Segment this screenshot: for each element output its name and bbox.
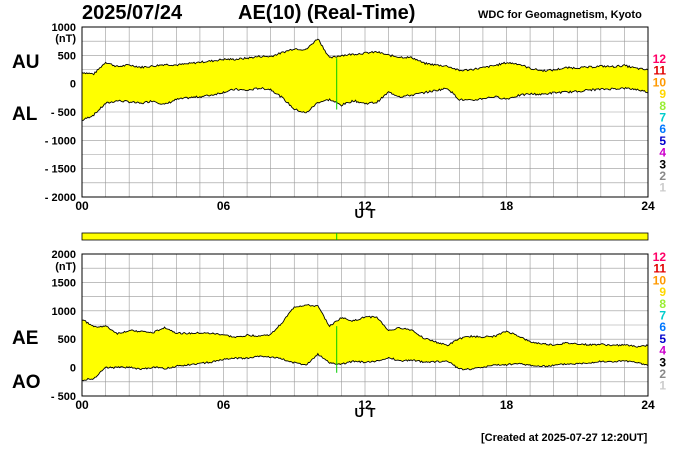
panel1-ytick-label: - 500 bbox=[51, 107, 76, 119]
panel1-ytick-label: - 1500 bbox=[45, 164, 76, 176]
chart-title: AE(10) (Real-Time) bbox=[238, 2, 416, 24]
panel2-ytick-label: 500 bbox=[58, 334, 76, 346]
ao-label: AO bbox=[12, 372, 41, 393]
created-timestamp: [Created at 2025-07-27 12:20UT] bbox=[481, 432, 648, 444]
panel2-scale-label: 3 bbox=[659, 355, 666, 369]
panel2-ytick-label: 0 bbox=[70, 363, 76, 375]
panel2-band-fill bbox=[82, 304, 648, 381]
panel1-band-fill bbox=[82, 39, 648, 121]
panel1-series-au bbox=[81, 38, 649, 76]
panel2-xtick-label: 24 bbox=[641, 398, 655, 412]
panel1-frame bbox=[81, 26, 649, 198]
panel1-xtick-label: 00 bbox=[75, 199, 89, 213]
panel1-ytick-label: 1000 bbox=[52, 22, 76, 34]
panel2-frame bbox=[81, 253, 649, 397]
panel1-scale-label: 10 bbox=[653, 75, 667, 89]
panel1-scale-label: 11 bbox=[653, 64, 666, 78]
panel2-scale-label: 6 bbox=[659, 320, 666, 334]
panel2-xtick-label: 12 bbox=[358, 398, 372, 412]
source-label: WDC for Geomagnetism, Kyoto bbox=[478, 9, 642, 21]
date-label: 2025/07/24 bbox=[82, 2, 183, 24]
status-strip bbox=[81, 232, 649, 241]
panel2-series-ao bbox=[81, 352, 649, 382]
panel2-ytick-label: - 500 bbox=[51, 391, 76, 403]
panel1-scale-label: 2 bbox=[659, 169, 666, 183]
panel1-scale-label: 3 bbox=[659, 157, 666, 171]
panel1-scale-label: 8 bbox=[659, 99, 666, 113]
panel2-ytick-label: 2000 bbox=[52, 249, 76, 261]
panel2-xtick-label: 00 bbox=[75, 398, 89, 412]
panel2-ytick-label: 1000 bbox=[52, 306, 76, 318]
panel1-scale-label: 1 bbox=[659, 181, 666, 195]
panel1-scale-label: 7 bbox=[659, 111, 666, 125]
panel1-xtick-label: 18 bbox=[500, 199, 514, 213]
au-label: AU bbox=[12, 52, 40, 73]
ae-label: AE bbox=[12, 328, 39, 349]
panel2-scale-label: 5 bbox=[659, 332, 666, 346]
panel1-scale-label: 6 bbox=[659, 122, 666, 136]
panel2-xtick-label: 18 bbox=[500, 398, 514, 412]
panel1-series-al bbox=[81, 86, 649, 121]
panel2-y-unit: (nT) bbox=[55, 261, 76, 273]
panel2-scale-label: 9 bbox=[659, 285, 666, 299]
panel2-scale-label: 12 bbox=[653, 250, 667, 264]
panel2-scale-label: 1 bbox=[659, 379, 666, 393]
panel2-scale-label: 4 bbox=[659, 344, 666, 358]
panel2-scale-label: 8 bbox=[659, 297, 666, 311]
panel2-scale-label: 10 bbox=[653, 273, 667, 287]
panel1-scale-label: 5 bbox=[659, 134, 666, 148]
panel2-xtick-label: 06 bbox=[217, 398, 231, 412]
panel2-scale-label: 2 bbox=[659, 367, 666, 381]
panel2-x-axis-label: U T bbox=[355, 405, 376, 420]
panel1-scale-label: 4 bbox=[659, 146, 666, 160]
panel1-xtick-label: 12 bbox=[358, 199, 372, 213]
panel2-series-ae bbox=[81, 303, 649, 348]
panel1-ytick-label: - 2000 bbox=[45, 192, 76, 204]
panel1-x-axis-label: U T bbox=[355, 206, 376, 221]
panel1-y-unit: (nT) bbox=[55, 33, 76, 45]
panel2-ytick-label: 1500 bbox=[52, 277, 76, 289]
panel1-ytick-label: 500 bbox=[58, 50, 76, 62]
panel1-scale-label: 12 bbox=[653, 52, 667, 66]
al-label: AL bbox=[12, 104, 38, 125]
panel2-scale-label: 7 bbox=[659, 309, 666, 323]
panel2-scale-label: 11 bbox=[653, 262, 666, 276]
panel1-xtick-label: 24 bbox=[641, 199, 655, 213]
panel1-ytick-label: - 1000 bbox=[45, 135, 76, 147]
panel1-scale-label: 9 bbox=[659, 87, 666, 101]
panel1-ytick-label: 0 bbox=[70, 79, 76, 91]
panel1-xtick-label: 06 bbox=[217, 199, 231, 213]
